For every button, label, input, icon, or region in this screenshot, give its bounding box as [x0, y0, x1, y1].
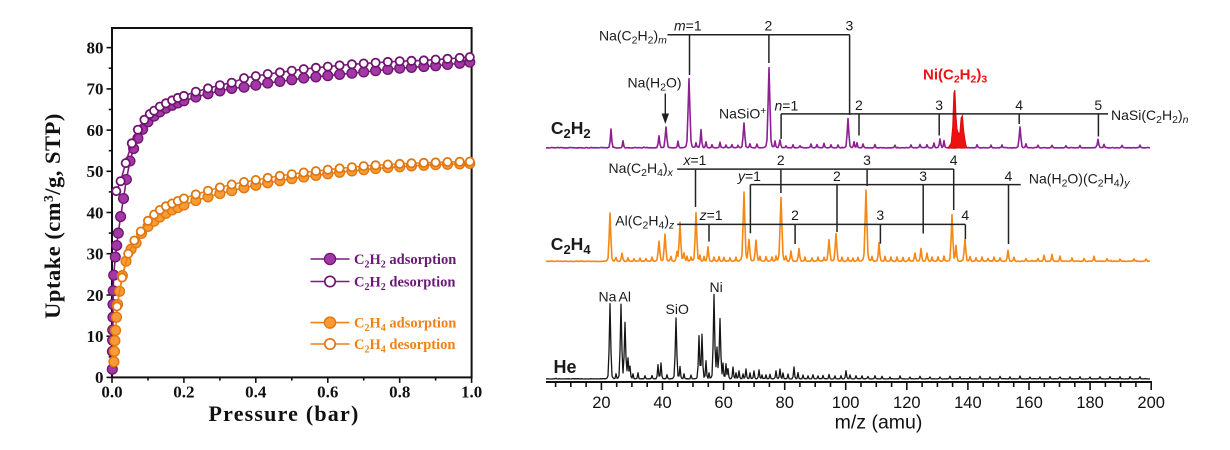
svg-text:He: He — [554, 357, 577, 377]
svg-text:4: 4 — [950, 152, 958, 168]
svg-text:NaSiO+​: NaSiO+​ — [719, 105, 766, 122]
svg-text:180: 180 — [1076, 394, 1104, 412]
svg-text:C2H4: C2H4 — [551, 234, 592, 257]
svg-text:30: 30 — [87, 245, 104, 264]
svg-text:0.2: 0.2 — [173, 383, 194, 402]
svg-text:4: 4 — [961, 207, 969, 223]
svg-text:50: 50 — [87, 162, 104, 181]
svg-text:0.6: 0.6 — [317, 383, 338, 402]
svg-text:2: 2 — [777, 152, 785, 168]
svg-text:C2​H2​ desorption: C2​H2​ desorption — [354, 274, 455, 293]
svg-text:n=1: n=1 — [775, 98, 799, 114]
svg-text:160: 160 — [1015, 394, 1043, 412]
svg-text:2: 2 — [791, 207, 799, 223]
svg-text:40: 40 — [653, 394, 671, 412]
svg-text:Pressure (bar): Pressure (bar) — [208, 401, 359, 426]
svg-text:5: 5 — [1094, 97, 1102, 113]
svg-text:20: 20 — [87, 286, 104, 305]
svg-text:70: 70 — [87, 80, 104, 99]
svg-text:C2​H4​ desorption: C2​H4​ desorption — [354, 337, 455, 356]
svg-text:60: 60 — [714, 394, 732, 412]
svg-text:2: 2 — [833, 168, 841, 184]
svg-text:4: 4 — [1015, 97, 1023, 113]
svg-text:C2​H4​ adsorption: C2​H4​ adsorption — [354, 315, 456, 334]
svg-text:2: 2 — [855, 97, 863, 113]
svg-text:Na: Na — [599, 289, 617, 305]
svg-text:120: 120 — [893, 394, 921, 412]
svg-text:0.8: 0.8 — [389, 383, 410, 402]
svg-text:60: 60 — [87, 121, 104, 140]
svg-text:80: 80 — [87, 38, 104, 57]
svg-text:10: 10 — [87, 327, 104, 346]
svg-text:x=1: x=1 — [683, 152, 707, 168]
svg-text:3: 3 — [935, 97, 943, 113]
svg-text:z=1: z=1 — [699, 207, 723, 223]
svg-text:Al: Al — [619, 289, 631, 305]
svg-text:3: 3 — [846, 18, 854, 34]
svg-text:0: 0 — [95, 368, 104, 387]
svg-text:3: 3 — [863, 152, 871, 168]
svg-text:SiO: SiO — [666, 301, 689, 317]
svg-text:m=1: m=1 — [674, 18, 702, 34]
svg-text:Ni: Ni — [710, 279, 723, 295]
svg-text:y=1: y=1 — [737, 168, 761, 184]
svg-text:40: 40 — [87, 203, 104, 222]
svg-text:2: 2 — [765, 18, 773, 34]
svg-text:Na(H2​O): Na(H2​O) — [628, 75, 682, 94]
svg-text:3: 3 — [919, 168, 927, 184]
svg-text:C2H2: C2H2 — [551, 118, 591, 141]
svg-text:3: 3 — [876, 207, 884, 223]
svg-text:200: 200 — [1137, 394, 1165, 412]
svg-text:Na(H2​O)(C2​H4​)y​: Na(H2​O)(C2​H4​)y​ — [1029, 171, 1130, 190]
svg-text:1.0: 1.0 — [461, 383, 482, 402]
svg-text:20: 20 — [592, 394, 610, 412]
svg-text:4: 4 — [1005, 168, 1013, 184]
svg-text:0.0: 0.0 — [101, 383, 122, 402]
svg-text:80: 80 — [776, 394, 794, 412]
svg-text:m/z (amu): m/z (amu) — [835, 412, 923, 434]
svg-text:100: 100 — [832, 394, 860, 412]
svg-text:0.4: 0.4 — [245, 383, 267, 402]
svg-text:Uptake (cm3/g, STP): Uptake (cm3/g, STP) — [40, 113, 65, 319]
svg-text:NaSi(C2​H2​)n​: NaSi(C2​H2​)n​ — [1111, 107, 1189, 126]
svg-text:140: 140 — [954, 394, 982, 412]
svg-text:C2​H2​ adsorption: C2​H2​ adsorption — [354, 252, 456, 271]
